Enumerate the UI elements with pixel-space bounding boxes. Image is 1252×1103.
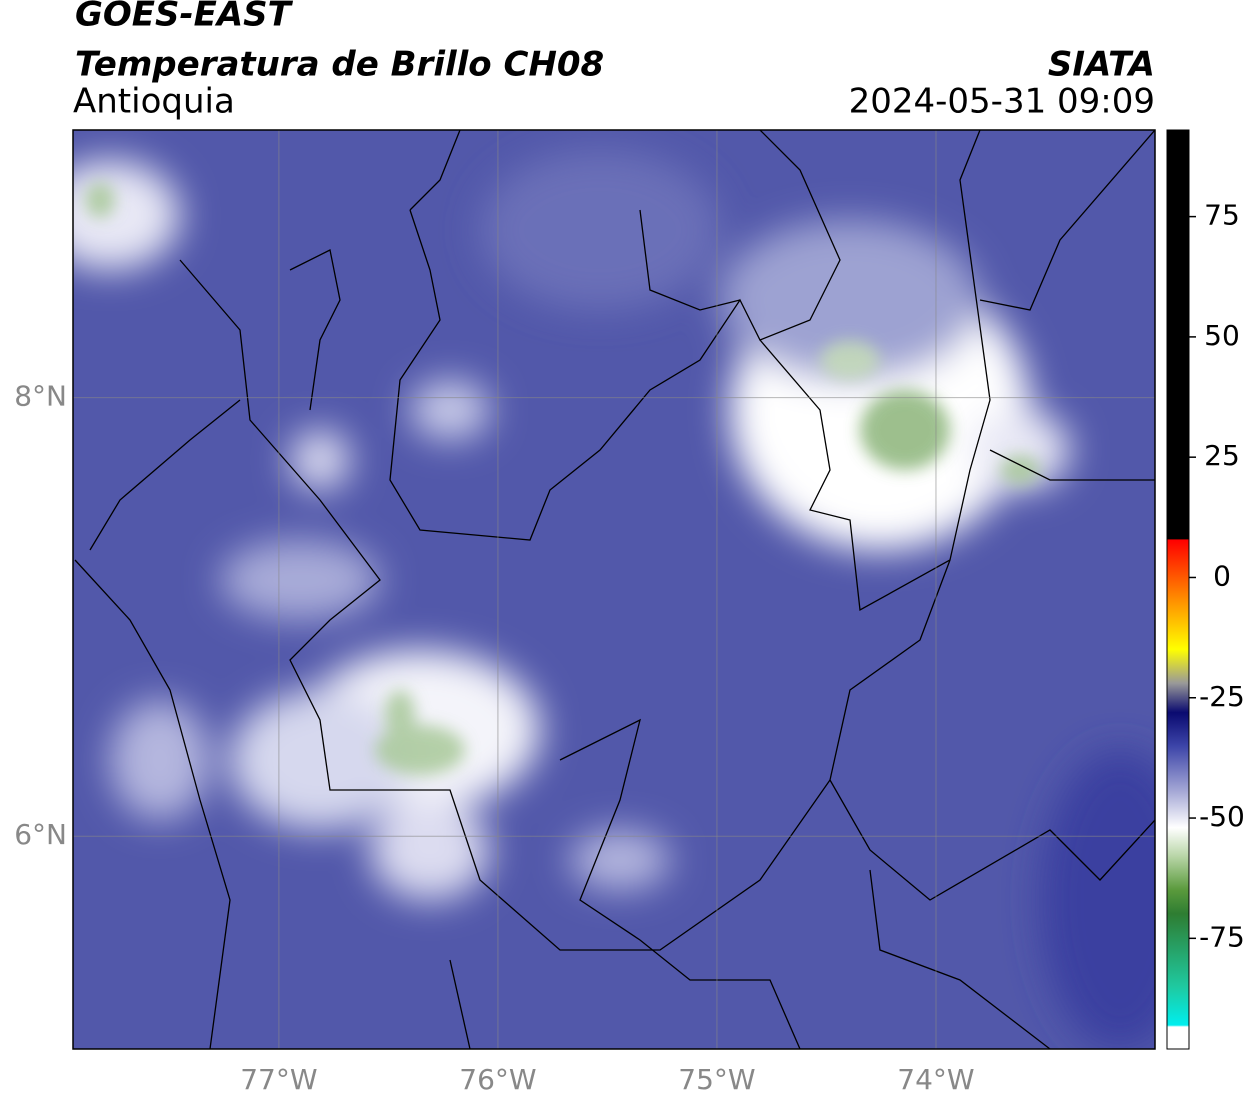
colorbar-tick-label: 50 [1204,319,1240,352]
colorbar-tick-label: -25 [1199,680,1245,713]
y-tick-label: 6°N [14,818,67,851]
colorbar-tick-label: 25 [1204,439,1240,472]
map-frame [72,129,1156,1050]
x-tick-label: 76°W [459,1063,536,1096]
title: GOES-EAST [75,0,294,35]
colorbar [1166,129,1190,1050]
source: SIATA [1048,45,1155,85]
colorbar-tick-label: -75 [1199,920,1245,953]
grid [73,130,1155,1049]
y-tick-label: 8°N [14,380,67,413]
colorbar-tick-label: -50 [1199,800,1245,833]
subtitle: Temperatura de Brillo CH08 [75,45,604,85]
timestamp: 2024-05-31 09:09 [849,82,1155,122]
colorbar-tick-label: 75 [1204,199,1240,232]
x-tick-label: 75°W [678,1063,755,1096]
x-tick-label: 74°W [897,1063,974,1096]
map-image [73,130,1155,1049]
region: Antioquia [73,82,235,122]
colorbar-tick-label: 0 [1213,559,1231,592]
x-tick-label: 77°W [240,1063,317,1096]
